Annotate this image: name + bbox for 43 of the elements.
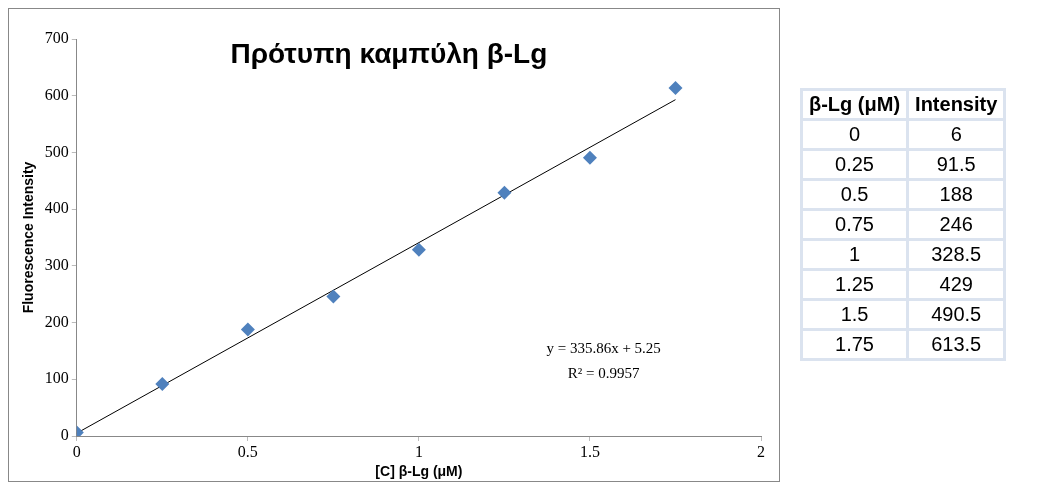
y-tick-label: 1.5	[801, 299, 908, 330]
y-tick-label: 1.25	[801, 269, 908, 300]
y-tick-label: 1.75	[801, 329, 908, 360]
x-tick-label: 0	[72, 442, 81, 460]
data-label: 490.5	[907, 299, 1005, 330]
x-tick-label: Intensity	[907, 89, 1005, 120]
data-label: 188	[907, 179, 1005, 210]
y-axis-title: Fluorescence Intensity	[20, 161, 37, 314]
point	[582, 150, 597, 165]
x-tick-label: 2	[757, 442, 765, 460]
x-axis-title: [C] β-Lg (μM)	[375, 463, 463, 480]
data-label: 246	[907, 209, 1005, 240]
annotation: R² = 0.9957	[567, 364, 640, 381]
data-label: 328.5	[907, 239, 1005, 270]
y-tick-label: 100	[44, 369, 69, 387]
x-tick-label: 0.5	[237, 442, 258, 460]
chart-title: Πρότυπη καμπύλη β-Lg	[230, 37, 548, 69]
x-tick-label: 1.5	[579, 442, 600, 460]
point	[240, 322, 255, 337]
y-tick-label: 0	[801, 119, 908, 150]
point	[326, 289, 341, 304]
point	[668, 81, 683, 96]
y-tick-label: 200	[44, 312, 69, 330]
y-tick-label: 0	[60, 426, 69, 444]
y-axis-title: β-Lg (μM)	[801, 89, 908, 120]
data-label: 91.5	[907, 149, 1005, 180]
y-tick-label: 0.25	[801, 149, 908, 180]
y-tick-label: 600	[44, 85, 69, 103]
data-label: 613.5	[907, 329, 1005, 360]
data-label: 6	[907, 119, 1005, 150]
point	[155, 377, 170, 392]
y-tick-label: 0.75	[801, 209, 908, 240]
point	[411, 242, 426, 257]
data-label: 429	[907, 269, 1005, 300]
point	[497, 185, 512, 200]
y-tick-label: 300	[44, 256, 69, 274]
y-tick-label: 400	[44, 199, 69, 217]
y-tick-label: 700	[44, 29, 69, 47]
y-tick-label: 1	[801, 239, 908, 270]
y-tick-label: 500	[44, 142, 69, 160]
annotation: y = 335.86x + 5.25	[546, 339, 661, 356]
x-tick-label: 1	[414, 442, 423, 460]
y-tick-label: 0.5	[801, 179, 908, 210]
